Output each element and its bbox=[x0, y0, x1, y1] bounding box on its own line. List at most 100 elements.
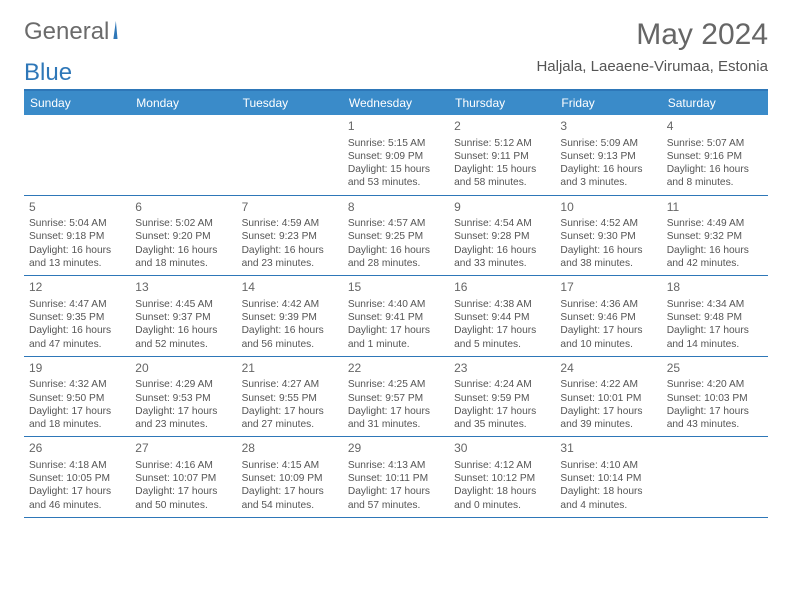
sunrise-text: Sunrise: 4:40 AM bbox=[348, 298, 444, 311]
sunset-text: Sunset: 10:03 PM bbox=[667, 392, 763, 405]
sunrise-text: Sunrise: 4:12 AM bbox=[454, 459, 550, 472]
weekday-header-row: SundayMondayTuesdayWednesdayThursdayFrid… bbox=[24, 91, 768, 115]
daylight-text: Daylight: 17 hours and 50 minutes. bbox=[135, 485, 231, 512]
daylight-text: Daylight: 16 hours and 23 minutes. bbox=[242, 244, 338, 271]
daylight-text: Daylight: 16 hours and 38 minutes. bbox=[560, 244, 656, 271]
calendar-day: 22Sunrise: 4:25 AMSunset: 9:57 PMDayligh… bbox=[343, 357, 449, 437]
calendar-weeks: 1Sunrise: 5:15 AMSunset: 9:09 PMDaylight… bbox=[24, 115, 768, 518]
calendar-day bbox=[24, 115, 130, 195]
daylight-text: Daylight: 18 hours and 0 minutes. bbox=[454, 485, 550, 512]
sunrise-text: Sunrise: 4:29 AM bbox=[135, 378, 231, 391]
sunrise-text: Sunrise: 4:49 AM bbox=[667, 217, 763, 230]
day-number: 29 bbox=[348, 441, 444, 457]
daylight-text: Daylight: 16 hours and 56 minutes. bbox=[242, 324, 338, 351]
daylight-text: Daylight: 17 hours and 5 minutes. bbox=[454, 324, 550, 351]
daylight-text: Daylight: 17 hours and 10 minutes. bbox=[560, 324, 656, 351]
daylight-text: Daylight: 17 hours and 35 minutes. bbox=[454, 405, 550, 432]
daylight-text: Daylight: 17 hours and 18 minutes. bbox=[29, 405, 125, 432]
sunrise-text: Sunrise: 5:04 AM bbox=[29, 217, 125, 230]
sunset-text: Sunset: 10:01 PM bbox=[560, 392, 656, 405]
sunrise-text: Sunrise: 4:13 AM bbox=[348, 459, 444, 472]
sunset-text: Sunset: 9:59 PM bbox=[454, 392, 550, 405]
daylight-text: Daylight: 17 hours and 14 minutes. bbox=[667, 324, 763, 351]
daylight-text: Daylight: 15 hours and 58 minutes. bbox=[454, 163, 550, 190]
calendar-day: 2Sunrise: 5:12 AMSunset: 9:11 PMDaylight… bbox=[449, 115, 555, 195]
calendar-day: 16Sunrise: 4:38 AMSunset: 9:44 PMDayligh… bbox=[449, 276, 555, 356]
daylight-text: Daylight: 16 hours and 28 minutes. bbox=[348, 244, 444, 271]
daylight-text: Daylight: 16 hours and 3 minutes. bbox=[560, 163, 656, 190]
day-number: 31 bbox=[560, 441, 656, 457]
calendar-day bbox=[130, 115, 236, 195]
daylight-text: Daylight: 17 hours and 54 minutes. bbox=[242, 485, 338, 512]
calendar-day: 6Sunrise: 5:02 AMSunset: 9:20 PMDaylight… bbox=[130, 196, 236, 276]
daylight-text: Daylight: 17 hours and 57 minutes. bbox=[348, 485, 444, 512]
calendar-day bbox=[237, 115, 343, 195]
daylight-text: Daylight: 18 hours and 4 minutes. bbox=[560, 485, 656, 512]
daylight-text: Daylight: 16 hours and 47 minutes. bbox=[29, 324, 125, 351]
day-number: 5 bbox=[29, 200, 125, 216]
calendar-day: 28Sunrise: 4:15 AMSunset: 10:09 PMDaylig… bbox=[237, 437, 343, 517]
daylight-text: Daylight: 17 hours and 43 minutes. bbox=[667, 405, 763, 432]
sunset-text: Sunset: 9:53 PM bbox=[135, 392, 231, 405]
sunset-text: Sunset: 9:32 PM bbox=[667, 230, 763, 243]
sunset-text: Sunset: 10:12 PM bbox=[454, 472, 550, 485]
day-number: 27 bbox=[135, 441, 231, 457]
calendar-day: 19Sunrise: 4:32 AMSunset: 9:50 PMDayligh… bbox=[24, 357, 130, 437]
sunset-text: Sunset: 9:16 PM bbox=[667, 150, 763, 163]
day-number: 28 bbox=[242, 441, 338, 457]
weekday-header: Tuesday bbox=[237, 91, 343, 115]
sunrise-text: Sunrise: 5:15 AM bbox=[348, 137, 444, 150]
calendar-day: 10Sunrise: 4:52 AMSunset: 9:30 PMDayligh… bbox=[555, 196, 661, 276]
calendar-day: 23Sunrise: 4:24 AMSunset: 9:59 PMDayligh… bbox=[449, 357, 555, 437]
sunrise-text: Sunrise: 4:57 AM bbox=[348, 217, 444, 230]
daylight-text: Daylight: 15 hours and 53 minutes. bbox=[348, 163, 444, 190]
day-number: 9 bbox=[454, 200, 550, 216]
day-number: 2 bbox=[454, 119, 550, 135]
day-number: 22 bbox=[348, 361, 444, 377]
day-number: 3 bbox=[560, 119, 656, 135]
sunrise-text: Sunrise: 4:36 AM bbox=[560, 298, 656, 311]
sunrise-text: Sunrise: 4:15 AM bbox=[242, 459, 338, 472]
day-number: 1 bbox=[348, 119, 444, 135]
weekday-header: Friday bbox=[555, 91, 661, 115]
sunrise-text: Sunrise: 4:16 AM bbox=[135, 459, 231, 472]
calendar-day: 25Sunrise: 4:20 AMSunset: 10:03 PMDaylig… bbox=[662, 357, 768, 437]
sunrise-text: Sunrise: 4:25 AM bbox=[348, 378, 444, 391]
calendar-day: 11Sunrise: 4:49 AMSunset: 9:32 PMDayligh… bbox=[662, 196, 768, 276]
day-number: 30 bbox=[454, 441, 550, 457]
logo-triangle-icon bbox=[113, 21, 117, 39]
sunset-text: Sunset: 9:41 PM bbox=[348, 311, 444, 324]
daylight-text: Daylight: 16 hours and 42 minutes. bbox=[667, 244, 763, 271]
sunrise-text: Sunrise: 4:38 AM bbox=[454, 298, 550, 311]
day-number: 23 bbox=[454, 361, 550, 377]
calendar-day: 8Sunrise: 4:57 AMSunset: 9:25 PMDaylight… bbox=[343, 196, 449, 276]
calendar-day: 24Sunrise: 4:22 AMSunset: 10:01 PMDaylig… bbox=[555, 357, 661, 437]
day-number: 18 bbox=[667, 280, 763, 296]
calendar-day: 9Sunrise: 4:54 AMSunset: 9:28 PMDaylight… bbox=[449, 196, 555, 276]
calendar-week: 26Sunrise: 4:18 AMSunset: 10:05 PMDaylig… bbox=[24, 437, 768, 518]
sunset-text: Sunset: 10:07 PM bbox=[135, 472, 231, 485]
day-number: 19 bbox=[29, 361, 125, 377]
daylight-text: Daylight: 16 hours and 18 minutes. bbox=[135, 244, 231, 271]
sunset-text: Sunset: 9:46 PM bbox=[560, 311, 656, 324]
calendar: SundayMondayTuesdayWednesdayThursdayFrid… bbox=[24, 89, 768, 518]
sunrise-text: Sunrise: 4:10 AM bbox=[560, 459, 656, 472]
day-number: 13 bbox=[135, 280, 231, 296]
weekday-header: Wednesday bbox=[343, 91, 449, 115]
daylight-text: Daylight: 16 hours and 13 minutes. bbox=[29, 244, 125, 271]
day-number: 15 bbox=[348, 280, 444, 296]
sunrise-text: Sunrise: 4:20 AM bbox=[667, 378, 763, 391]
weekday-header: Saturday bbox=[662, 91, 768, 115]
daylight-text: Daylight: 17 hours and 1 minute. bbox=[348, 324, 444, 351]
calendar-week: 19Sunrise: 4:32 AMSunset: 9:50 PMDayligh… bbox=[24, 357, 768, 438]
calendar-day: 18Sunrise: 4:34 AMSunset: 9:48 PMDayligh… bbox=[662, 276, 768, 356]
sunset-text: Sunset: 9:48 PM bbox=[667, 311, 763, 324]
calendar-day: 4Sunrise: 5:07 AMSunset: 9:16 PMDaylight… bbox=[662, 115, 768, 195]
sunrise-text: Sunrise: 4:47 AM bbox=[29, 298, 125, 311]
calendar-day: 13Sunrise: 4:45 AMSunset: 9:37 PMDayligh… bbox=[130, 276, 236, 356]
sunset-text: Sunset: 9:11 PM bbox=[454, 150, 550, 163]
daylight-text: Daylight: 17 hours and 46 minutes. bbox=[29, 485, 125, 512]
calendar-day: 3Sunrise: 5:09 AMSunset: 9:13 PMDaylight… bbox=[555, 115, 661, 195]
logo: General bbox=[24, 18, 139, 46]
sunrise-text: Sunrise: 4:18 AM bbox=[29, 459, 125, 472]
